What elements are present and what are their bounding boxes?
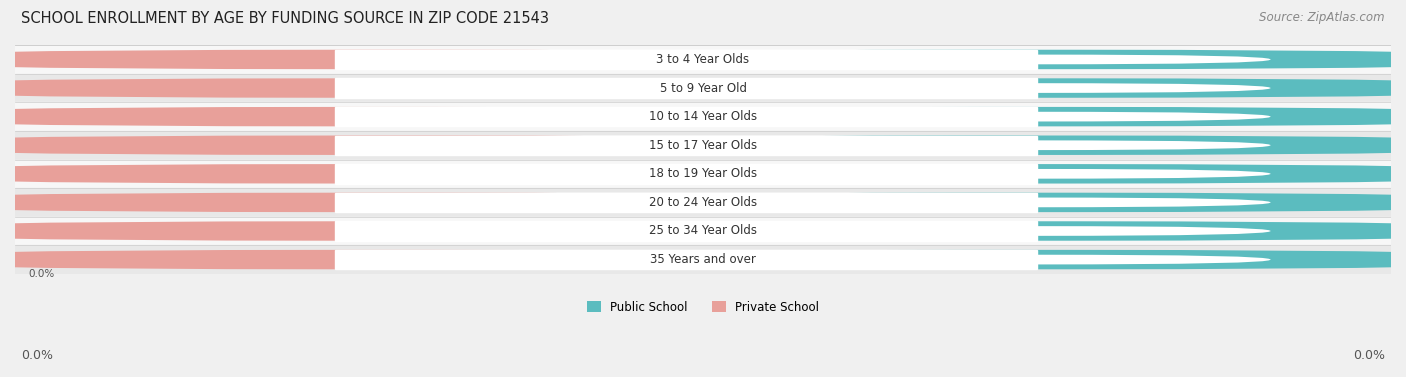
Bar: [15, 217, 1391, 245]
FancyBboxPatch shape: [425, 107, 981, 126]
Text: 0.0%: 0.0%: [21, 349, 53, 362]
FancyBboxPatch shape: [0, 135, 893, 155]
FancyBboxPatch shape: [603, 255, 1271, 264]
Text: 0.0%: 0.0%: [832, 83, 862, 93]
FancyBboxPatch shape: [425, 250, 981, 269]
Text: 0.0%: 0.0%: [544, 226, 574, 236]
FancyBboxPatch shape: [603, 140, 1271, 150]
Bar: [335, 135, 1036, 155]
FancyBboxPatch shape: [603, 169, 1271, 179]
FancyBboxPatch shape: [603, 112, 1271, 121]
Bar: [15, 159, 1391, 188]
Bar: [335, 193, 1036, 212]
Text: 0.0%: 0.0%: [832, 254, 862, 265]
Legend: Public School, Private School: Public School, Private School: [582, 296, 824, 318]
FancyBboxPatch shape: [513, 50, 1406, 69]
Text: 0.0%: 0.0%: [832, 112, 862, 122]
Bar: [15, 131, 1391, 159]
FancyBboxPatch shape: [425, 50, 981, 69]
Text: Source: ZipAtlas.com: Source: ZipAtlas.com: [1260, 11, 1385, 24]
Text: 0.0%: 0.0%: [544, 169, 574, 179]
Text: 5 to 9 Year Old: 5 to 9 Year Old: [659, 81, 747, 95]
Text: SCHOOL ENROLLMENT BY AGE BY FUNDING SOURCE IN ZIP CODE 21543: SCHOOL ENROLLMENT BY AGE BY FUNDING SOUR…: [21, 11, 550, 26]
FancyBboxPatch shape: [0, 193, 893, 212]
FancyBboxPatch shape: [603, 55, 1271, 64]
FancyBboxPatch shape: [0, 250, 893, 269]
FancyBboxPatch shape: [603, 198, 1271, 207]
Bar: [335, 250, 1036, 269]
FancyBboxPatch shape: [513, 78, 1406, 98]
Text: 0.0%: 0.0%: [544, 254, 574, 265]
FancyBboxPatch shape: [603, 83, 1271, 93]
Text: 15 to 17 Year Olds: 15 to 17 Year Olds: [650, 139, 756, 152]
FancyBboxPatch shape: [513, 107, 1406, 126]
Text: 0.0%: 0.0%: [544, 198, 574, 207]
Text: 0.0%: 0.0%: [832, 226, 862, 236]
Text: 18 to 19 Year Olds: 18 to 19 Year Olds: [650, 167, 756, 180]
Text: 0.0%: 0.0%: [832, 140, 862, 150]
Bar: [15, 102, 1391, 131]
FancyBboxPatch shape: [0, 164, 893, 184]
FancyBboxPatch shape: [513, 135, 1406, 155]
Text: 35 Years and over: 35 Years and over: [650, 253, 756, 266]
Bar: [335, 107, 1036, 126]
Text: 3 to 4 Year Olds: 3 to 4 Year Olds: [657, 53, 749, 66]
Bar: [15, 188, 1391, 217]
Bar: [335, 78, 1036, 98]
FancyBboxPatch shape: [425, 78, 981, 98]
FancyBboxPatch shape: [425, 164, 981, 184]
Bar: [335, 221, 1036, 241]
Text: 0.0%: 0.0%: [832, 54, 862, 64]
Bar: [15, 245, 1391, 274]
FancyBboxPatch shape: [513, 193, 1406, 212]
Text: 0.0%: 0.0%: [544, 112, 574, 122]
FancyBboxPatch shape: [0, 221, 893, 241]
FancyBboxPatch shape: [603, 226, 1271, 236]
FancyBboxPatch shape: [0, 78, 893, 98]
Text: 0.0%: 0.0%: [28, 269, 55, 279]
FancyBboxPatch shape: [425, 193, 981, 212]
Bar: [15, 74, 1391, 102]
Text: 0.0%: 0.0%: [1353, 349, 1385, 362]
Text: 0.0%: 0.0%: [544, 54, 574, 64]
FancyBboxPatch shape: [513, 164, 1406, 184]
Bar: [15, 45, 1391, 74]
FancyBboxPatch shape: [425, 221, 981, 241]
FancyBboxPatch shape: [425, 135, 981, 155]
FancyBboxPatch shape: [513, 221, 1406, 241]
Text: 0.0%: 0.0%: [832, 169, 862, 179]
FancyBboxPatch shape: [513, 250, 1406, 269]
FancyBboxPatch shape: [0, 107, 893, 126]
Text: 10 to 14 Year Olds: 10 to 14 Year Olds: [650, 110, 756, 123]
Text: 20 to 24 Year Olds: 20 to 24 Year Olds: [650, 196, 756, 209]
Bar: [335, 164, 1036, 184]
Text: 0.0%: 0.0%: [544, 140, 574, 150]
Bar: [335, 50, 1036, 69]
FancyBboxPatch shape: [0, 50, 893, 69]
Text: 0.0%: 0.0%: [832, 198, 862, 207]
Text: 0.0%: 0.0%: [544, 83, 574, 93]
Text: 25 to 34 Year Olds: 25 to 34 Year Olds: [650, 224, 756, 238]
